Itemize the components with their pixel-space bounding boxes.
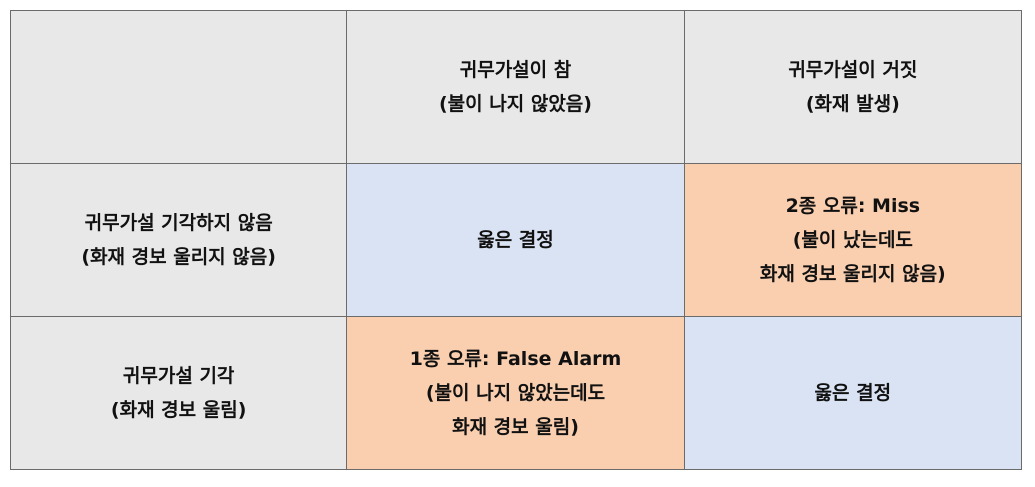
row-label-not-reject: 귀무가설 기각하지 않음 (화재 경보 울리지 않음)	[9, 163, 348, 317]
corner-cell	[9, 10, 348, 164]
header-row: 귀무가설이 참 (불이 나지 않았음) 귀무가설이 거짓 (화재 발생)	[9, 10, 1023, 164]
header-null-true-line-2: (불이 나지 않았음)	[439, 93, 592, 115]
row-label-reject-line-1: 귀무가설 기각	[122, 365, 235, 387]
row-label-reject: 귀무가설 기각 (화재 경보 울림)	[9, 316, 348, 470]
cell-type1-error-line-3: 화재 경보 울림)	[452, 416, 579, 438]
header-null-true-line-1: 귀무가설이 참	[459, 59, 572, 81]
cell-correct-decision-2-text: 옳은 결정	[814, 382, 892, 404]
cell-type1-error: 1종 오류: False Alarm (불이 나지 않았는데도 화재 경보 울림…	[346, 316, 685, 470]
cell-correct-decision-2: 옳은 결정	[683, 316, 1023, 470]
header-null-false-line-2: (화재 발생)	[805, 93, 900, 115]
header-null-true: 귀무가설이 참 (불이 나지 않았음)	[346, 10, 685, 164]
row-label-not-reject-line-2: (화재 경보 울리지 않음)	[81, 246, 276, 268]
cell-type1-error-line-1: 1종 오류: False Alarm	[409, 348, 622, 370]
header-null-false: 귀무가설이 거짓 (화재 발생)	[683, 10, 1023, 164]
cell-type2-error-line-3: 화재 경보 울리지 않음)	[759, 263, 946, 285]
cell-type2-error: 2종 오류: Miss (불이 났는데도 화재 경보 울리지 않음)	[683, 163, 1023, 317]
cell-type1-error-line-2: (불이 나지 않았는데도	[425, 382, 606, 404]
cell-correct-decision-1-text: 옳은 결정	[477, 229, 554, 251]
cell-type2-error-line-2: (불이 났는데도	[792, 229, 913, 251]
row-label-not-reject-line-1: 귀무가설 기각하지 않음	[84, 212, 273, 234]
cell-correct-decision-1: 옳은 결정	[346, 163, 685, 317]
row-label-reject-line-2: (화재 경보 울림)	[110, 399, 247, 421]
cell-type2-error-line-1: 2종 오류: Miss	[785, 195, 921, 217]
decision-matrix-table: 귀무가설이 참 (불이 나지 않았음) 귀무가설이 거짓 (화재 발생) 귀무가…	[9, 10, 1023, 470]
row-reject: 귀무가설 기각 (화재 경보 울림) 1종 오류: False Alarm (불…	[9, 316, 1023, 470]
row-not-reject: 귀무가설 기각하지 않음 (화재 경보 울리지 않음) 옳은 결정 2종 오류:…	[9, 163, 1023, 317]
header-null-false-line-1: 귀무가설이 거짓	[788, 59, 918, 81]
